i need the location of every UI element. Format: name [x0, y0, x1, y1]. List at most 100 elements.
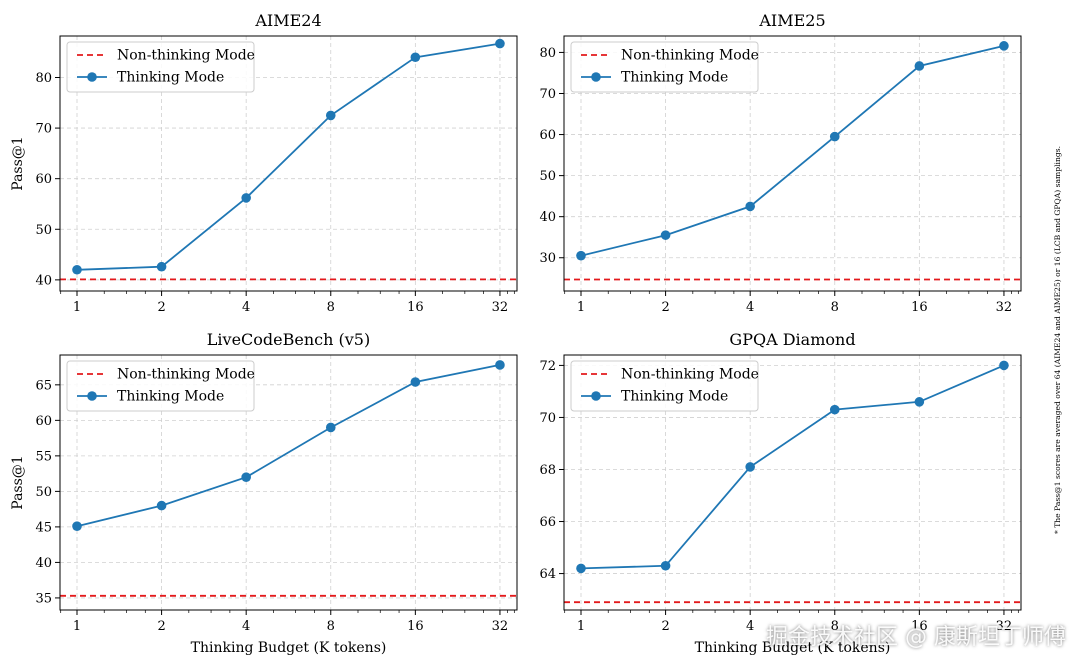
x-tick-label: 16 — [911, 619, 928, 634]
y-tick-label: 60 — [35, 172, 52, 187]
x-tick-label: 2 — [661, 300, 669, 315]
y-tick-label: 64 — [539, 567, 556, 582]
thinking-point — [999, 360, 1009, 371]
thinking-point — [745, 462, 755, 472]
y-tick-label: 40 — [35, 273, 52, 288]
y-tick-label: 45 — [35, 520, 52, 535]
legend-box — [570, 360, 759, 412]
y-tick-label: 70 — [539, 87, 556, 102]
y-axis-label: Pass@1 — [10, 136, 26, 190]
thinking-line — [580, 45, 1005, 257]
x-tick-label: 4 — [746, 619, 754, 634]
chart-title: GPQA Diamond — [729, 330, 855, 349]
y-tick-label: 50 — [35, 223, 52, 238]
legend-swatch-marker — [87, 72, 97, 82]
y-tick-label: 65 — [35, 378, 52, 393]
y-tick-label: 70 — [539, 411, 556, 426]
y-tick-label: 30 — [539, 251, 556, 266]
y-tick-label: 60 — [35, 414, 52, 429]
axes-frame — [59, 35, 518, 292]
legend-box — [66, 360, 255, 412]
y-axis-label: Pass@1 — [10, 455, 26, 509]
y-tick-label: 50 — [539, 169, 556, 184]
thinking-point — [829, 131, 840, 142]
thinking-point — [745, 201, 755, 212]
y-tick-label: 68 — [539, 463, 556, 478]
thinking-point — [72, 521, 82, 531]
thinking-line — [76, 364, 501, 528]
x-tick-label: 4 — [242, 619, 250, 634]
axes-frame — [59, 354, 518, 611]
thinking-line — [580, 364, 1005, 570]
legend-swatch-marker — [591, 391, 601, 401]
x-tick-label: 1 — [73, 619, 81, 634]
thinking-point — [241, 193, 251, 203]
y-tick-label: 40 — [35, 556, 52, 571]
thinking-point — [576, 563, 586, 574]
x-tick-label: 4 — [242, 300, 250, 315]
thinking-point — [914, 61, 925, 71]
x-tick-label: 8 — [327, 619, 335, 634]
x-tick-label: 8 — [831, 619, 839, 634]
y-tick-label: 60 — [539, 128, 556, 143]
legend-swatch-marker — [87, 391, 97, 401]
chart-title: AIME24 — [254, 11, 321, 30]
thinking-point — [241, 472, 251, 482]
y-tick-label: 80 — [35, 71, 52, 86]
x-tick-label: 16 — [407, 300, 424, 315]
thinking-point — [914, 397, 925, 407]
legend-label: Non-thinking Mode — [117, 48, 255, 64]
x-tick-label: 16 — [407, 619, 424, 634]
thinking-point — [829, 404, 840, 415]
thinking-point — [156, 500, 167, 511]
x-tick-label: 32 — [996, 619, 1013, 634]
chart-panel: 1 2 4 8 16 32 40 50 60 70 80 AIME24 Pass@1 Non-thinki… — [10, 11, 518, 315]
x-tick-label: 4 — [746, 300, 754, 315]
thinking-point — [156, 261, 167, 272]
x-tick-label: 8 — [831, 300, 839, 315]
y-tick-label: 72 — [539, 359, 556, 374]
footnote: * The Pass@1 scores are averaged over 64… — [1053, 146, 1062, 534]
x-tick-label: 1 — [577, 300, 585, 315]
x-tick-label: 32 — [492, 300, 509, 315]
legend-label: Thinking Mode — [621, 70, 728, 86]
y-tick-label: 40 — [539, 210, 556, 225]
chart-panel: 1 2 4 8 16 32 30 40 50 60 70 80 AIME25 Non-thinking M… — [539, 11, 1022, 315]
x-tick-label: 1 — [73, 300, 81, 315]
watermark: 掘金技术社区 @ 康斯坦丁师傅 — [766, 625, 1066, 650]
thinking-point — [325, 110, 336, 121]
legend-swatch-marker — [591, 72, 601, 82]
legend-box — [570, 41, 759, 93]
x-tick-label: 1 — [577, 619, 585, 634]
x-tick-label: 2 — [157, 300, 165, 315]
thinking-point — [576, 250, 586, 261]
legend-box — [66, 41, 255, 93]
legend-label: Thinking Mode — [117, 70, 224, 86]
legend-label: Non-thinking Mode — [621, 48, 759, 64]
legend-label: Non-thinking Mode — [117, 367, 255, 383]
y-tick-label: 80 — [539, 46, 556, 61]
chart-title: AIME25 — [758, 11, 825, 30]
y-tick-label: 70 — [35, 122, 52, 137]
chart-panel: 1 2 4 8 16 32 64 66 68 70 72 GPQA Diamond Thinking B… — [539, 330, 1022, 656]
y-tick-label: 50 — [35, 485, 52, 500]
x-tick-label: 16 — [911, 300, 928, 315]
legend-label: Non-thinking Mode — [621, 367, 759, 383]
thinking-point — [410, 377, 421, 387]
y-tick-label: 55 — [35, 449, 52, 464]
thinking-point — [495, 360, 505, 370]
x-tick-label: 2 — [661, 619, 669, 634]
thinking-point — [660, 560, 671, 571]
legend-label: Thinking Mode — [117, 389, 224, 405]
thinking-point — [999, 41, 1009, 51]
x-axis-label: Thinking Budget (K tokens) — [191, 640, 387, 656]
axes-frame — [563, 35, 1022, 292]
thinking-point — [410, 52, 421, 63]
thinking-point — [325, 422, 336, 433]
thinking-point — [495, 38, 505, 49]
thinking-point — [660, 230, 671, 240]
chart-panel: 1 2 4 8 16 32 35 40 45 50 55 60 65 LiveCodeBench (v5)… — [10, 330, 518, 656]
y-tick-label: 35 — [35, 591, 52, 606]
x-axis-label: Thinking Budget (K tokens) — [695, 640, 891, 656]
